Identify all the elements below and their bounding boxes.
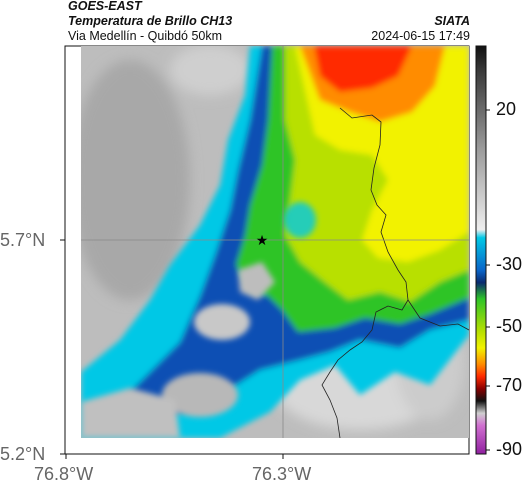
colorbar-tick-minus30: -30 — [496, 254, 523, 274]
source-label: SIATA — [434, 14, 470, 28]
brightness-temperature-field — [81, 46, 469, 438]
x-tick-76-8W: 76.8°W — [34, 464, 94, 484]
colorbar-tick-minus50: -50 — [496, 316, 523, 336]
location-subtitle: Via Medellín - Quibdó 50km — [68, 29, 223, 43]
location-star-icon: ★ — [256, 233, 269, 249]
colorbar-tick-minus70: -70 — [496, 375, 523, 395]
x-tick-76-3W: 76.3°W — [252, 464, 312, 484]
satellite-title: GOES-EAST — [68, 0, 142, 13]
product-title: Temperatura de Brillo CH13 — [68, 14, 233, 28]
y-tick-5-7N: 5.7°N — [0, 230, 46, 250]
colorbar — [475, 45, 487, 455]
colorbar-tick-minus90: -90 — [496, 439, 523, 459]
colorbar-tick-20: 20 — [496, 99, 517, 119]
department-boundary — [321, 107, 409, 438]
datetime-label: 2024-06-15 17:49 — [371, 29, 470, 43]
y-tick-5-2N: 5.2°N — [0, 444, 46, 464]
